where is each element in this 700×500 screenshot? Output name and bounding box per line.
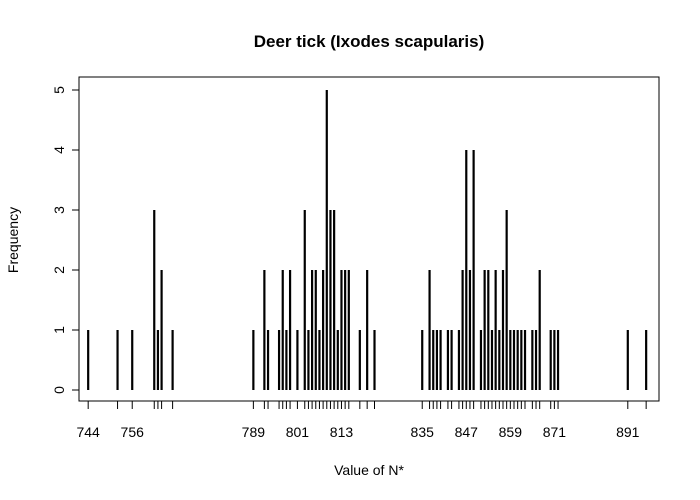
x-tick-label: 789 — [242, 424, 266, 440]
y-tick-label: 2 — [51, 266, 67, 274]
x-tick-label: 813 — [330, 424, 354, 440]
y-tick-label: 5 — [51, 86, 67, 94]
y-tick-label: 0 — [51, 386, 67, 394]
x-tick-label: 859 — [499, 424, 523, 440]
x-tick-label: 835 — [411, 424, 435, 440]
x-tick-label: 871 — [543, 424, 567, 440]
y-tick-label: 3 — [51, 206, 67, 214]
y-axis-label: Frequency — [5, 207, 21, 273]
y-axis: 0 1 2 3 4 5 — [51, 86, 80, 394]
y-tick-label: 4 — [51, 146, 67, 154]
x-axis: 744 756 789 801 813 835 847 859 871 891 — [76, 400, 647, 440]
plot-frame — [78, 76, 660, 402]
x-tick-label: 744 — [76, 424, 100, 440]
chart-title: Deer tick (Ixodes scapularis) — [254, 32, 485, 51]
x-axis-label: Value of N* — [334, 462, 404, 478]
x-tick-label: 756 — [121, 424, 145, 440]
y-tick-label: 1 — [51, 326, 67, 334]
x-tick-label: 847 — [455, 424, 479, 440]
x-tick-label: 891 — [616, 424, 640, 440]
x-tick-label: 801 — [286, 424, 310, 440]
bars — [87, 90, 648, 390]
